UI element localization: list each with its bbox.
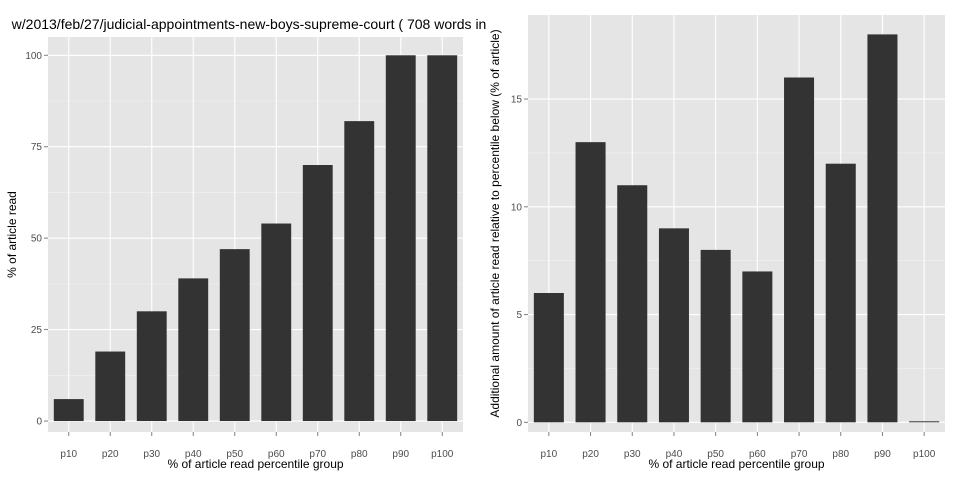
x-tick-label: p20 bbox=[582, 449, 599, 460]
y-tick-label: 5 bbox=[516, 310, 522, 321]
y-tick-label: 100 bbox=[25, 51, 42, 62]
percentile-read-chart: 0 25 50 75 100 p10 p20 p30 p40 p50 p60 p70 p80 p90 p10… bbox=[5, 16, 486, 471]
x-tick-label: p80 bbox=[351, 449, 368, 460]
bar-p20 bbox=[575, 142, 606, 423]
y-tick-label: 50 bbox=[31, 234, 43, 245]
bar-p10 bbox=[53, 399, 84, 422]
x-tick-label: p100 bbox=[913, 449, 936, 460]
x-tick-label: p10 bbox=[60, 449, 77, 460]
x-tick-label: p60 bbox=[268, 449, 285, 460]
bar-p40 bbox=[178, 278, 209, 422]
bar-p70 bbox=[784, 77, 815, 423]
bar-p60 bbox=[742, 271, 773, 423]
bar-p90 bbox=[867, 34, 898, 423]
y-tick-label: 0 bbox=[516, 418, 522, 429]
bar-p80 bbox=[825, 163, 856, 423]
y-tick-label: 10 bbox=[511, 202, 523, 213]
y-axis-title: % of article read bbox=[5, 191, 19, 278]
y-tick-label: 75 bbox=[31, 142, 43, 153]
additional-read-chart: 0 5 10 15 p10 p20 p30 p40 p50 p60 p70 p80 p90 p100 % o… bbox=[488, 15, 945, 471]
x-tick-label: p40 bbox=[185, 449, 202, 460]
x-tick-label: p70 bbox=[791, 449, 808, 460]
x-tick-label: p40 bbox=[666, 449, 683, 460]
x-tick-label: p30 bbox=[143, 449, 160, 460]
x-tick-label: p10 bbox=[541, 449, 558, 460]
bar-p70 bbox=[302, 165, 333, 422]
x-tick-label: p80 bbox=[832, 449, 849, 460]
bar-p100 bbox=[909, 421, 940, 423]
bar-p20 bbox=[95, 351, 126, 422]
bar-p60 bbox=[261, 223, 292, 422]
y-tick-label: 15 bbox=[511, 95, 523, 106]
x-tick-label: p60 bbox=[749, 449, 766, 460]
x-axis-title: % of article read percentile group bbox=[167, 457, 343, 471]
y-tick-label: 25 bbox=[31, 325, 43, 336]
x-tick-label: p50 bbox=[226, 449, 243, 460]
bar-p100 bbox=[427, 55, 458, 422]
x-axis-title: % of article read percentile group bbox=[648, 457, 824, 471]
x-tick-label: p90 bbox=[392, 449, 409, 460]
bar-p80 bbox=[344, 121, 375, 422]
x-tick-label: p50 bbox=[707, 449, 724, 460]
bar-p40 bbox=[658, 228, 689, 423]
bar-p90 bbox=[385, 55, 416, 422]
x-tick-label: p20 bbox=[102, 449, 119, 460]
bar-p30 bbox=[617, 185, 648, 423]
x-tick-label: p100 bbox=[431, 449, 454, 460]
x-tick-label: p70 bbox=[309, 449, 326, 460]
x-tick-label: p90 bbox=[874, 449, 891, 460]
y-axis-title: Additional amount of article read relati… bbox=[488, 29, 502, 417]
bar-p50 bbox=[700, 249, 731, 423]
y-tick-label: 0 bbox=[36, 417, 42, 428]
bar-p50 bbox=[219, 249, 250, 422]
x-tick-label: p30 bbox=[624, 449, 641, 460]
bar-p10 bbox=[533, 293, 564, 423]
chart-title: w/2013/feb/27/judicial-appointments-new-… bbox=[11, 16, 487, 32]
bar-p30 bbox=[136, 311, 167, 422]
